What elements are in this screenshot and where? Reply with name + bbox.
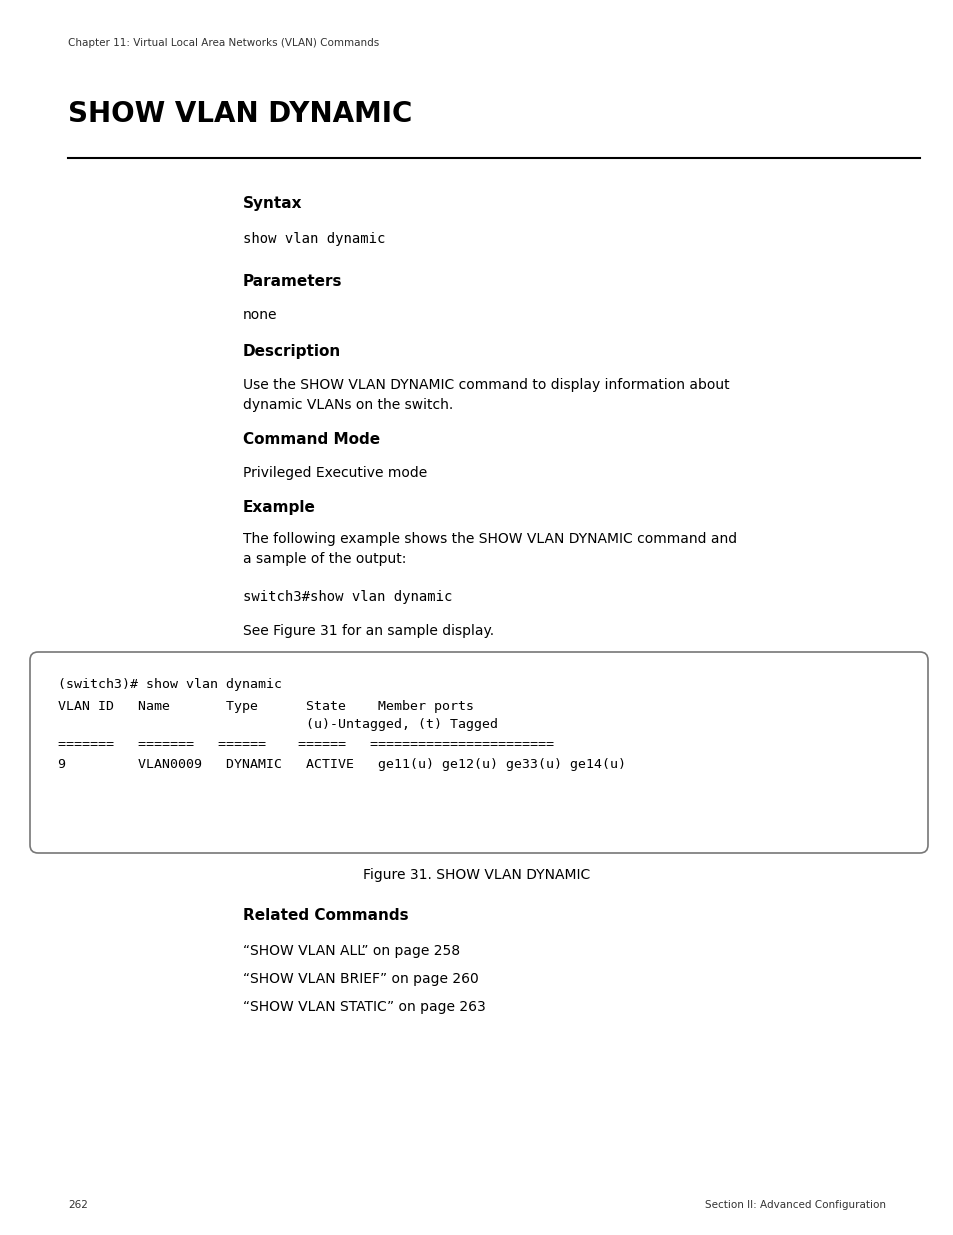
Text: Privileged Executive mode: Privileged Executive mode xyxy=(243,466,427,480)
Text: (u)-Untagged, (t) Tagged: (u)-Untagged, (t) Tagged xyxy=(58,718,497,731)
Text: “SHOW VLAN ALL” on page 258: “SHOW VLAN ALL” on page 258 xyxy=(243,944,459,958)
Text: VLAN ID   Name       Type      State    Member ports: VLAN ID Name Type State Member ports xyxy=(58,700,474,713)
Text: Parameters: Parameters xyxy=(243,274,342,289)
Text: “SHOW VLAN BRIEF” on page 260: “SHOW VLAN BRIEF” on page 260 xyxy=(243,972,478,986)
Text: show vlan dynamic: show vlan dynamic xyxy=(243,232,385,246)
Text: “SHOW VLAN STATIC” on page 263: “SHOW VLAN STATIC” on page 263 xyxy=(243,1000,485,1014)
Text: Command Mode: Command Mode xyxy=(243,432,379,447)
Text: Related Commands: Related Commands xyxy=(243,908,408,923)
Text: See Figure 31 for an sample display.: See Figure 31 for an sample display. xyxy=(243,624,494,638)
Text: Section II: Advanced Configuration: Section II: Advanced Configuration xyxy=(704,1200,885,1210)
Text: SHOW VLAN DYNAMIC: SHOW VLAN DYNAMIC xyxy=(68,100,412,128)
Text: (switch3)# show vlan dynamic: (switch3)# show vlan dynamic xyxy=(58,678,282,692)
Text: Example: Example xyxy=(243,500,315,515)
Text: Figure 31. SHOW VLAN DYNAMIC: Figure 31. SHOW VLAN DYNAMIC xyxy=(363,868,590,882)
Text: Syntax: Syntax xyxy=(243,196,302,211)
Text: none: none xyxy=(243,308,277,322)
Text: switch3#show vlan dynamic: switch3#show vlan dynamic xyxy=(243,590,452,604)
Text: Use the SHOW VLAN DYNAMIC command to display information about
dynamic VLANs on : Use the SHOW VLAN DYNAMIC command to dis… xyxy=(243,378,729,411)
Text: Chapter 11: Virtual Local Area Networks (VLAN) Commands: Chapter 11: Virtual Local Area Networks … xyxy=(68,38,379,48)
Text: 9         VLAN0009   DYNAMIC   ACTIVE   ge11(u) ge12(u) ge33(u) ge14(u): 9 VLAN0009 DYNAMIC ACTIVE ge11(u) ge12(u… xyxy=(58,758,625,771)
FancyBboxPatch shape xyxy=(30,652,927,853)
Text: =======   =======   ======    ======   =======================: ======= ======= ====== ====== ==========… xyxy=(58,739,554,751)
Text: 262: 262 xyxy=(68,1200,88,1210)
Text: Description: Description xyxy=(243,345,341,359)
Text: The following example shows the SHOW VLAN DYNAMIC command and
a sample of the ou: The following example shows the SHOW VLA… xyxy=(243,532,737,566)
